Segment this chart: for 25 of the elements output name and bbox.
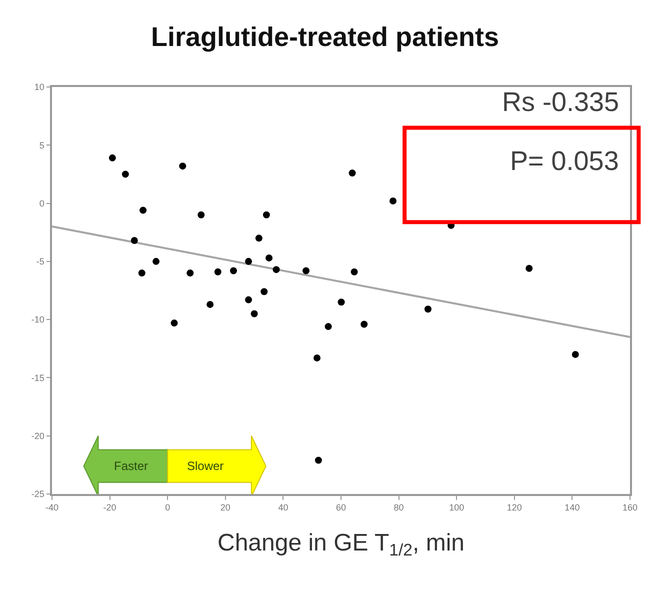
y-tick-label: -25	[31, 489, 44, 500]
x-tick-label: -40	[45, 502, 59, 513]
x-tick-label: -20	[103, 502, 116, 513]
annotation: Rs -0.335	[502, 87, 620, 117]
x-tick-label: 0	[165, 502, 170, 513]
x-tick-label: 60	[336, 502, 346, 513]
x-tick-label: 100	[449, 502, 464, 513]
chart-title: Liraglutide-treated patients	[150, 22, 500, 52]
x-tick-label: 120	[506, 502, 522, 513]
y-tick-label: 5	[39, 140, 44, 150]
x-tick-label: 20	[220, 502, 230, 513]
y-tick-label: -10	[31, 314, 44, 325]
annotation: P= 0.053	[510, 146, 619, 176]
x-tick-label: 160	[622, 502, 638, 513]
x-tick-label: 40	[278, 502, 288, 513]
x-tick-label: 80	[394, 502, 404, 513]
y-tick-label: -15	[31, 372, 44, 383]
y-tick-label: -20	[31, 431, 44, 442]
annotation: Slower	[187, 459, 224, 473]
x-axis-title: Change in GE T$_{1/2}$, min	[217, 529, 465, 560]
x-tick-label: 140	[564, 502, 580, 513]
y-tick-label: 10	[34, 82, 44, 92]
y-tick-label: -5	[36, 256, 44, 267]
y-tick-label: 0	[39, 198, 44, 208]
annotation: Faster	[114, 459, 148, 473]
